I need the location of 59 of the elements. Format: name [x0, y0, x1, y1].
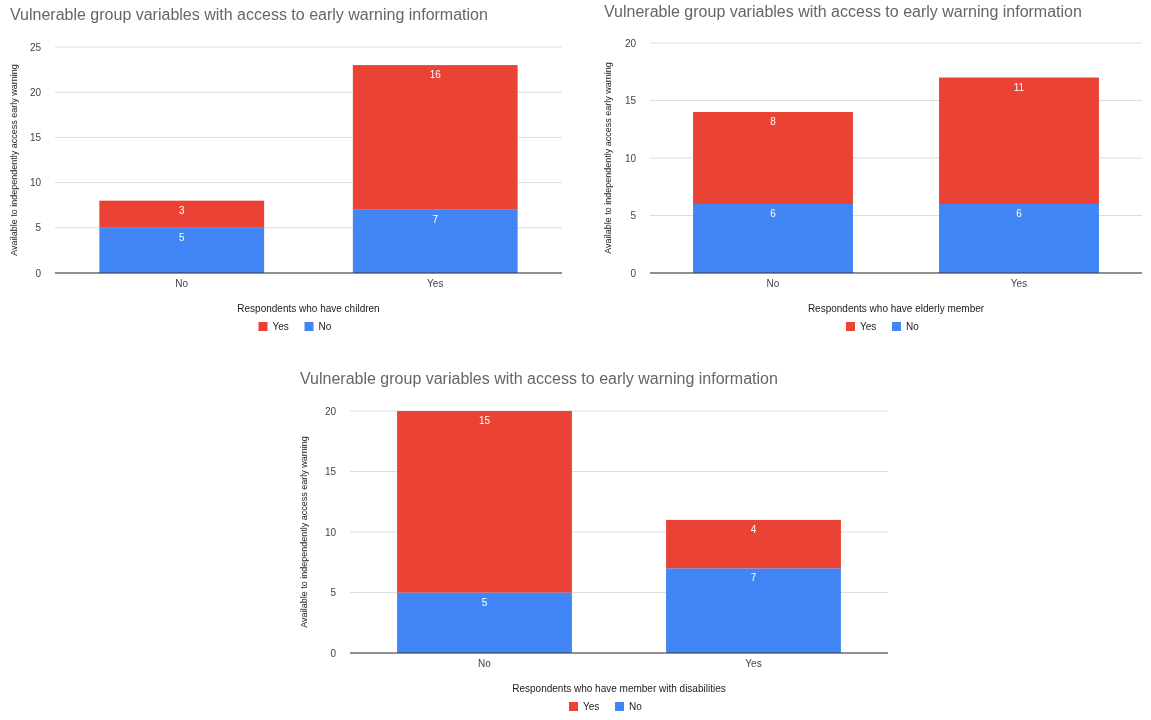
y-tick-label: 10	[29, 177, 42, 189]
data-label: 5	[481, 596, 488, 608]
x-tick-label: No	[175, 278, 189, 289]
bar	[693, 112, 853, 204]
legend-label: Yes	[272, 321, 289, 332]
y-tick-label: 5	[330, 587, 337, 598]
legend-label: Yes	[583, 701, 600, 712]
bar	[352, 65, 518, 210]
y-axis-title: Available to independently access early warning	[603, 62, 613, 254]
legend-label: No	[906, 321, 920, 332]
y-tick-label: 0	[630, 267, 637, 279]
x-tick-label: Yes	[1010, 278, 1028, 289]
data-label: 7	[432, 213, 439, 225]
data-label: 7	[750, 572, 757, 584]
chart-title: Vulnerable group variables with access to early warning information	[300, 370, 778, 387]
y-tick-label: 20	[624, 37, 637, 49]
x-tick-label: No	[766, 278, 780, 289]
bar	[666, 519, 841, 569]
y-tick-label: 15	[29, 131, 42, 143]
data-label: 11	[1013, 81, 1025, 93]
y-tick-label: 15	[624, 95, 637, 106]
chart-title: Vulnerable group variables with access to early warning information	[10, 6, 488, 23]
bar	[99, 200, 265, 228]
y-tick-label: 15	[324, 466, 337, 477]
bar	[397, 411, 572, 593]
x-axis-title: Respondents who have children	[237, 303, 380, 314]
y-tick-label: 0	[35, 267, 42, 279]
bar	[352, 209, 518, 273]
bar	[693, 204, 853, 273]
x-tick-label: Yes	[427, 278, 444, 289]
y-tick-label: 20	[29, 86, 42, 98]
legend-label: No	[629, 701, 643, 712]
legend-label: Yes	[860, 321, 877, 332]
data-label: 5	[178, 231, 185, 243]
data-label: 3	[178, 204, 185, 216]
legend-label: No	[318, 321, 332, 332]
y-tick-label: 20	[324, 405, 337, 417]
bar	[397, 592, 572, 653]
data-label: 15	[478, 415, 491, 426]
x-axis-title: Respondents who have elderly member	[807, 303, 985, 314]
y-tick-label: 5	[630, 210, 637, 221]
data-label: 6	[770, 208, 777, 219]
data-label: 4	[750, 523, 757, 535]
y-tick-label: 10	[324, 526, 337, 538]
bar	[99, 227, 265, 273]
data-label: 6	[1016, 208, 1023, 219]
bar	[939, 204, 1099, 273]
bar	[939, 77, 1099, 204]
y-axis-title: Available to independently access early warning	[9, 64, 19, 256]
y-axis-title: Available to independently access early warning	[299, 436, 309, 628]
data-label: 16	[429, 69, 442, 81]
chart-title: Vulnerable group variables with access to early warning information	[604, 3, 1082, 20]
y-tick-label: 25	[29, 41, 42, 53]
bar	[666, 568, 841, 653]
y-tick-label: 10	[624, 152, 637, 164]
x-axis-title: Respondents who have member with disabilities	[512, 683, 726, 694]
data-label: 8	[770, 116, 777, 127]
y-tick-label: 5	[35, 222, 42, 234]
y-tick-label: 0	[330, 647, 337, 659]
